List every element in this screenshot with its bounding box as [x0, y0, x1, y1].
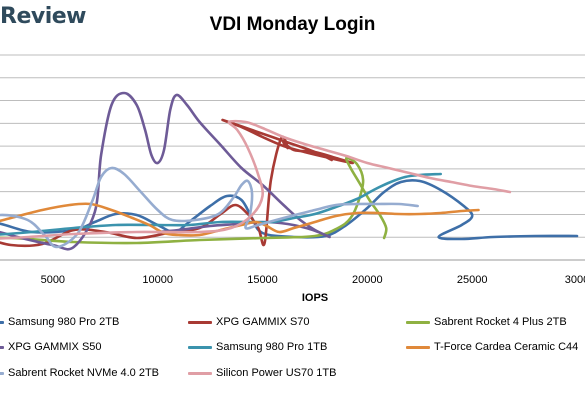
legend-label: Sabrent Rocket NVMe 4.0 2TB [8, 367, 160, 379]
legend-item: T-Force Cardea Ceramic C44 [406, 341, 578, 353]
x-axis-ticks: 5000 10000 15000 20000 25000 3000 [41, 274, 585, 286]
legend-label: XPG GAMMIX S70 [216, 316, 310, 328]
x-tick-label: 5000 [41, 274, 65, 286]
legend-item: Samsung 980 Pro 2TB [0, 316, 119, 328]
x-axis-label: IOPS [301, 292, 329, 304]
legend-item: XPG GAMMIX S70 [188, 316, 310, 328]
x-tick-label: 15000 [247, 274, 278, 286]
x-tick-label: 10000 [142, 274, 173, 286]
legend-swatch [188, 345, 212, 349]
legend-label: Samsung 980 Pro 2TB [8, 316, 120, 328]
legend-swatch [0, 345, 4, 349]
legend-label: XPG GAMMIX S50 [8, 341, 102, 353]
legend-item: Samsung 980 Pro 1TB [188, 341, 327, 353]
series-line [0, 156, 388, 245]
legend-item: Sabrent Rocket NVMe 4.0 2TB [0, 367, 159, 379]
series-line [0, 91, 331, 251]
legend-label: Sabrent Rocket 4 Plus 2TB [434, 316, 567, 328]
legend-swatch [406, 345, 430, 349]
legend-swatch [188, 320, 212, 324]
x-tick-label: 3000 [565, 274, 585, 286]
series-line [0, 119, 512, 240]
legend-swatch [0, 320, 4, 324]
series-line [0, 202, 480, 237]
x-tick-label: 20000 [352, 274, 383, 286]
legend-label: Silicon Power US70 1TB [216, 367, 337, 379]
series-layer [0, 91, 579, 251]
legend-swatch [406, 320, 430, 324]
legend-swatch [0, 371, 4, 375]
legend-item: Sabrent Rocket 4 Plus 2TB [406, 316, 567, 328]
chart-title: VDI Monday Login [209, 14, 376, 35]
x-tick-label: 25000 [457, 274, 488, 286]
series-line [0, 166, 419, 249]
legend-label: Samsung 980 Pro 1TB [216, 341, 328, 353]
legend-swatch [188, 371, 212, 375]
line-chart: 5000 10000 15000 20000 25000 3000 [0, 54, 585, 286]
legend-item: XPG GAMMIX S50 [0, 341, 102, 353]
legend-label: T-Force Cardea Ceramic C44 [434, 341, 579, 353]
review-brand-text: Review [0, 4, 87, 29]
legend-item: Silicon Power US70 1TB [188, 367, 336, 379]
